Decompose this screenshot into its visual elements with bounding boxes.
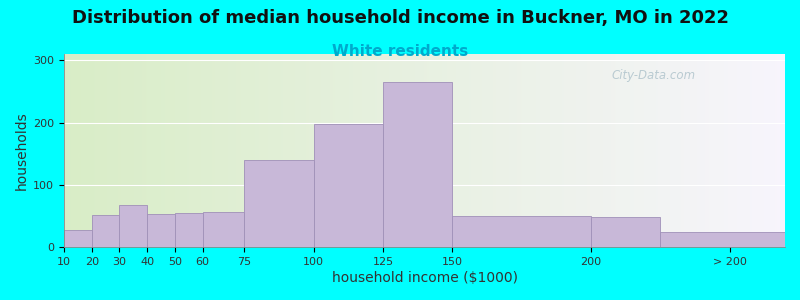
Bar — [660, 232, 785, 247]
Text: City-Data.com: City-Data.com — [612, 69, 696, 82]
Bar — [452, 216, 591, 247]
Bar — [202, 212, 244, 247]
Bar — [64, 230, 92, 247]
Bar — [383, 82, 452, 247]
Bar — [147, 214, 175, 247]
Bar — [92, 215, 119, 247]
Bar — [119, 205, 147, 247]
Y-axis label: households: households — [15, 111, 29, 190]
Text: White residents: White residents — [332, 44, 468, 59]
Bar — [314, 124, 383, 247]
Bar — [175, 213, 202, 247]
X-axis label: household income ($1000): household income ($1000) — [331, 271, 518, 285]
Bar — [591, 217, 660, 247]
Bar — [244, 160, 314, 247]
Text: Distribution of median household income in Buckner, MO in 2022: Distribution of median household income … — [71, 9, 729, 27]
